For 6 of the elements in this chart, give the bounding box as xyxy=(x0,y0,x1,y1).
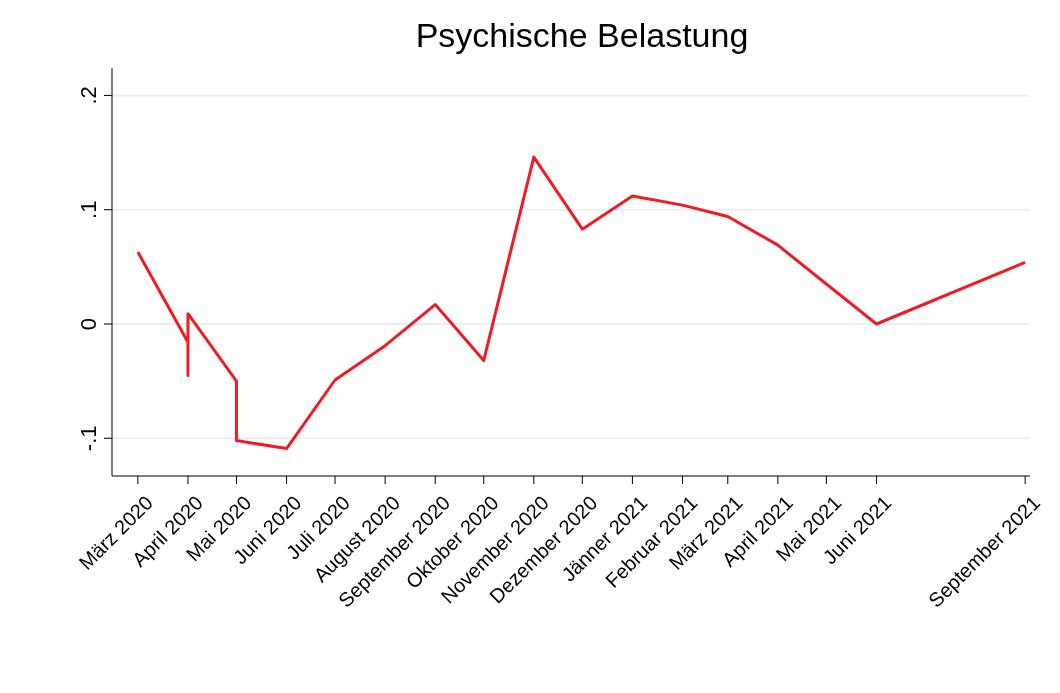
y-tick-label: .2 xyxy=(76,86,101,105)
y-tick-label: .1 xyxy=(76,200,101,219)
y-tick-label: 0 xyxy=(76,317,101,331)
line-series xyxy=(136,155,1027,451)
chart-title: Psychische Belastung xyxy=(414,16,750,55)
y-tick-label: -.1 xyxy=(76,425,101,452)
